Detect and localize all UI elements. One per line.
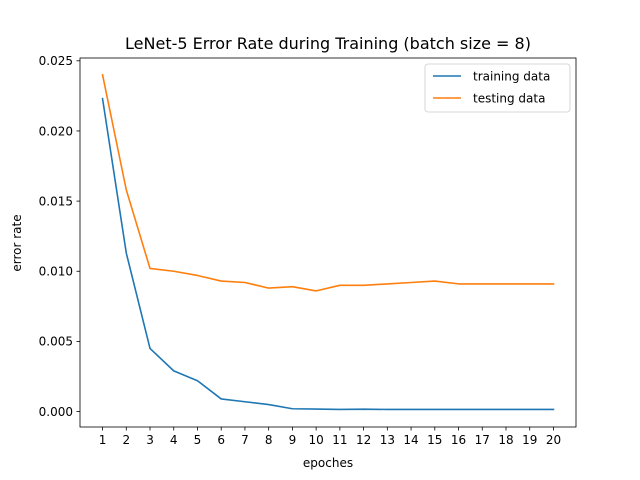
x-tick-label: 8	[265, 433, 273, 447]
x-tick-label: 9	[289, 433, 297, 447]
y-tick-label: 0.000	[39, 405, 73, 419]
axes-frame	[79, 57, 577, 428]
chart-title: LeNet-5 Error Rate during Training (batc…	[125, 34, 531, 53]
x-tick-label: 3	[146, 433, 154, 447]
x-axis-label: epoches	[303, 456, 353, 470]
x-tick-label: 17	[475, 433, 490, 447]
x-tick-label: 18	[498, 433, 513, 447]
x-tick-label: 2	[122, 433, 130, 447]
x-tick-label: 4	[170, 433, 178, 447]
x-tick-label: 1	[99, 433, 107, 447]
legend-label: training data	[473, 69, 550, 83]
y-tick-label: 0.025	[39, 54, 73, 68]
x-tick-label: 10	[308, 433, 323, 447]
y-tick-label: 0.010	[39, 265, 73, 279]
x-tick-label: 7	[241, 433, 249, 447]
y-tick-label: 0.020	[39, 124, 73, 138]
x-tick-label: 5	[194, 433, 202, 447]
legend: training data testing data	[424, 63, 571, 113]
legend-label: testing data	[473, 91, 545, 105]
x-tick-label: 19	[522, 433, 537, 447]
y-tick-label: 0.015	[39, 194, 73, 208]
x-tick-label: 13	[380, 433, 395, 447]
series-line-testing-data	[101, 73, 555, 292]
x-tick-label: 11	[332, 433, 347, 447]
x-tick-label: 15	[427, 433, 442, 447]
y-tick-label: 0.005	[39, 335, 73, 349]
plot-area: 1 2 3 4 5 6 7 8 9 10 11 12 13 14 15 16 17 18 19 200.0000.00…	[39, 54, 577, 447]
x-tick-label: 20	[546, 433, 561, 447]
x-tick-label: 6	[217, 433, 225, 447]
x-tick-label: 12	[356, 433, 371, 447]
x-tick-label: 14	[403, 433, 418, 447]
x-tick-label: 16	[451, 433, 466, 447]
y-axis-label: error rate	[10, 214, 24, 271]
legend-box	[424, 63, 571, 113]
series-line-training-data	[101, 97, 555, 411]
